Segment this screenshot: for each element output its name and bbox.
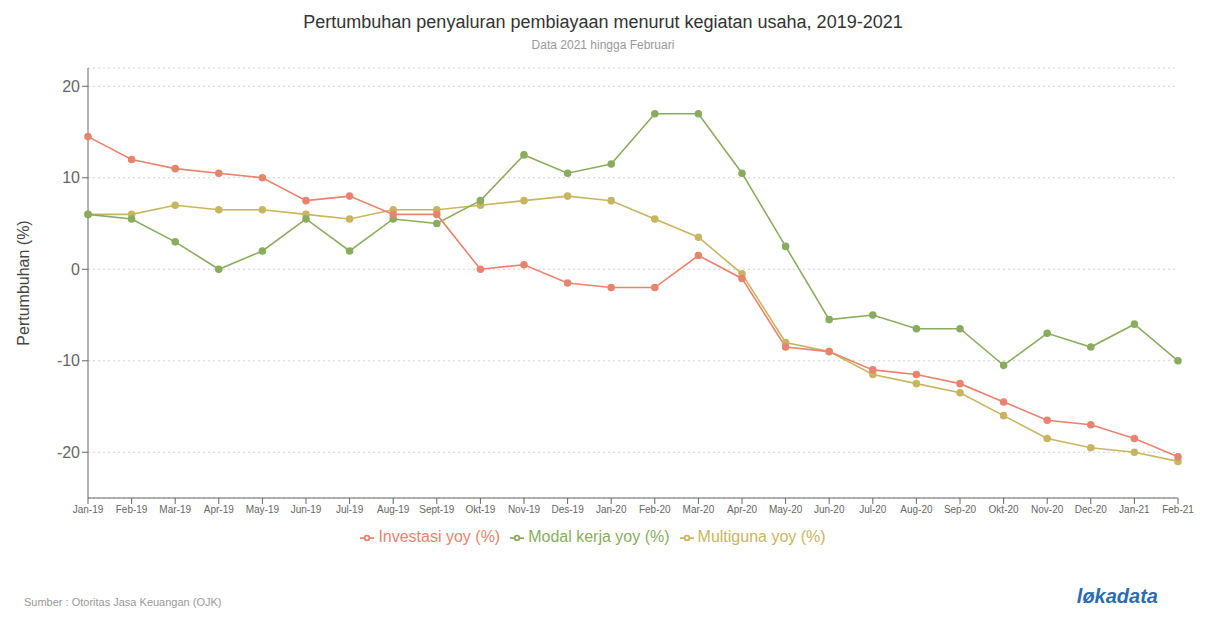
svg-text:-10: -10 <box>57 352 80 369</box>
svg-text:Jan-20: Jan-20 <box>596 504 627 515</box>
svg-text:Jul-20: Jul-20 <box>859 504 887 515</box>
svg-text:Mar-20: Mar-20 <box>683 504 715 515</box>
svg-text:Okt-19: Okt-19 <box>465 504 495 515</box>
html-text:løkadata: løkadata <box>1076 585 1158 607</box>
svg-text:Jun-20: Jun-20 <box>814 504 845 515</box>
svg-text:Sept-19: Sept-19 <box>419 504 454 515</box>
svg-text:Mar-19: Mar-19 <box>159 504 191 515</box>
svg-text:10: 10 <box>62 169 80 186</box>
svg-text:May-20: May-20 <box>769 504 803 515</box>
svg-text:Nov-20: Nov-20 <box>1031 504 1064 515</box>
svg-text:Apr-20: Apr-20 <box>727 504 757 515</box>
svg-text:Jun-19: Jun-19 <box>291 504 322 515</box>
svg-text:Okt-20: Okt-20 <box>989 504 1019 515</box>
html-text:Multiguna yoy (%): Multiguna yoy (%) <box>697 528 826 545</box>
svg-text:Aug-20: Aug-20 <box>900 504 933 515</box>
html-text:Data 2021 hingga Februari: Data 2021 hingga Februari <box>531 38 675 52</box>
svg-text:Feb-19: Feb-19 <box>116 504 148 515</box>
html-text:Pertumbuhan penyaluran pembiay: Pertumbuhan penyaluran pembiayaan menuru… <box>303 12 903 32</box>
svg-text:Aug-19: Aug-19 <box>377 504 410 515</box>
html-text:Modal kerja yoy (%): Modal kerja yoy (%) <box>528 528 670 545</box>
html-text:Sumber : Otoritas Jasa Keuanga: Sumber : Otoritas Jasa Keuangan (OJK) <box>24 596 222 608</box>
svg-text:-20: -20 <box>57 444 80 461</box>
svg-text:Des-19: Des-19 <box>551 504 584 515</box>
svg-text:Jan-19: Jan-19 <box>73 504 104 515</box>
svg-text:Jul-19: Jul-19 <box>336 504 364 515</box>
svg-text:Jan-21: Jan-21 <box>1119 504 1150 515</box>
svg-text:Sep-20: Sep-20 <box>944 504 977 515</box>
svg-text:May-19: May-19 <box>246 504 280 515</box>
svg-text:Dec-20: Dec-20 <box>1075 504 1108 515</box>
svg-text:Apr-19: Apr-19 <box>204 504 234 515</box>
svg-text:Feb-21: Feb-21 <box>1162 504 1194 515</box>
svg-text:20: 20 <box>62 78 80 95</box>
svg-text:Nov-19: Nov-19 <box>508 504 541 515</box>
html-text:Investasi yoy (%): Investasi yoy (%) <box>378 528 501 545</box>
svg-text:0: 0 <box>71 261 80 278</box>
svg-text:Pertumbuhan (%): Pertumbuhan (%) <box>15 220 32 345</box>
svg-text:Feb-20: Feb-20 <box>639 504 671 515</box>
